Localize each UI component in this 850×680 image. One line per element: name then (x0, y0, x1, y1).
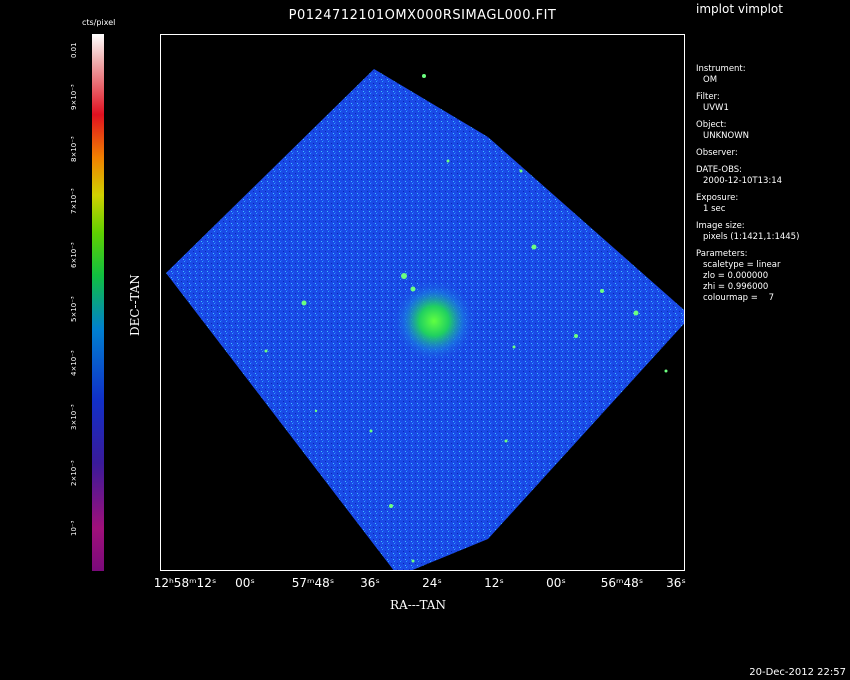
info-key: Parameters: (696, 249, 748, 259)
x-tick-label: 00ˢ (546, 576, 566, 590)
info-value: scaletype = linear zlo = 0.000000 zhi = … (703, 260, 781, 303)
info-value: 1 sec (703, 204, 726, 214)
colorbar-tick-label: 10⁻³ (70, 520, 78, 536)
program-name: implot vimplot (696, 2, 783, 16)
sky-image (166, 69, 684, 570)
colorbar-tick-label: 2×10⁻³ (70, 460, 78, 486)
image-frame (160, 34, 685, 571)
x-axis-label: RA---TAN (390, 598, 446, 612)
info-value: OM (703, 75, 718, 85)
info-key: Object: (696, 120, 727, 130)
x-tick-label: 36ˢ (666, 576, 686, 590)
colorbar-tick-label: 3×10⁻³ (70, 404, 78, 430)
colorbar-tick-label: 7×10⁻³ (70, 188, 78, 214)
plot-title: P0124712101OMX000RSIMAGL000.FIT (288, 8, 557, 23)
x-tick-label: 00ˢ (235, 576, 255, 590)
info-key: Filter: (696, 92, 720, 102)
x-tick-label: 12ˢ (484, 576, 504, 590)
x-tick-label: 12ʰ58ᵐ12ˢ (153, 576, 217, 590)
info-key: Instrument: (696, 64, 746, 74)
info-value: 2000-12-10T13:14 (703, 176, 783, 186)
colorbar-tick-label: 8×10⁻³ (70, 136, 78, 162)
info-key: Observer: (696, 148, 738, 158)
colorbar-tick-label: 9×10⁻³ (70, 84, 78, 110)
colorbar-title: cts/pixel (82, 18, 116, 27)
x-tick-label: 56ᵐ48ˢ (600, 576, 644, 590)
info-key: DATE-OBS: (696, 165, 743, 175)
colorbar-tick-label: 5×10⁻³ (70, 296, 78, 322)
colorbar (92, 34, 104, 571)
timestamp: 20-Dec-2012 22:57 (749, 667, 846, 678)
info-value: UVW1 (703, 103, 729, 113)
info-panel: Instrument: OM Filter: UVW1 Object: UNKNOWN Ob… (696, 58, 846, 304)
colorbar-tick-label: 0.01 (70, 42, 78, 58)
info-value: UNKNOWN (703, 131, 749, 141)
info-key: Exposure: (696, 193, 739, 203)
info-value: pixels (1:1421,1:1445) (703, 232, 800, 242)
colorbar-tick-label: 6×10⁻³ (70, 242, 78, 268)
x-tick-label: 24ˢ (422, 576, 442, 590)
x-tick-label: 57ᵐ48ˢ (291, 576, 335, 590)
x-tick-label: 36ˢ (360, 576, 380, 590)
y-axis-label: DEC--TAN (128, 274, 142, 336)
colorbar-tick-label: 4×10⁻³ (70, 350, 78, 376)
info-key: Image size: (696, 221, 745, 231)
